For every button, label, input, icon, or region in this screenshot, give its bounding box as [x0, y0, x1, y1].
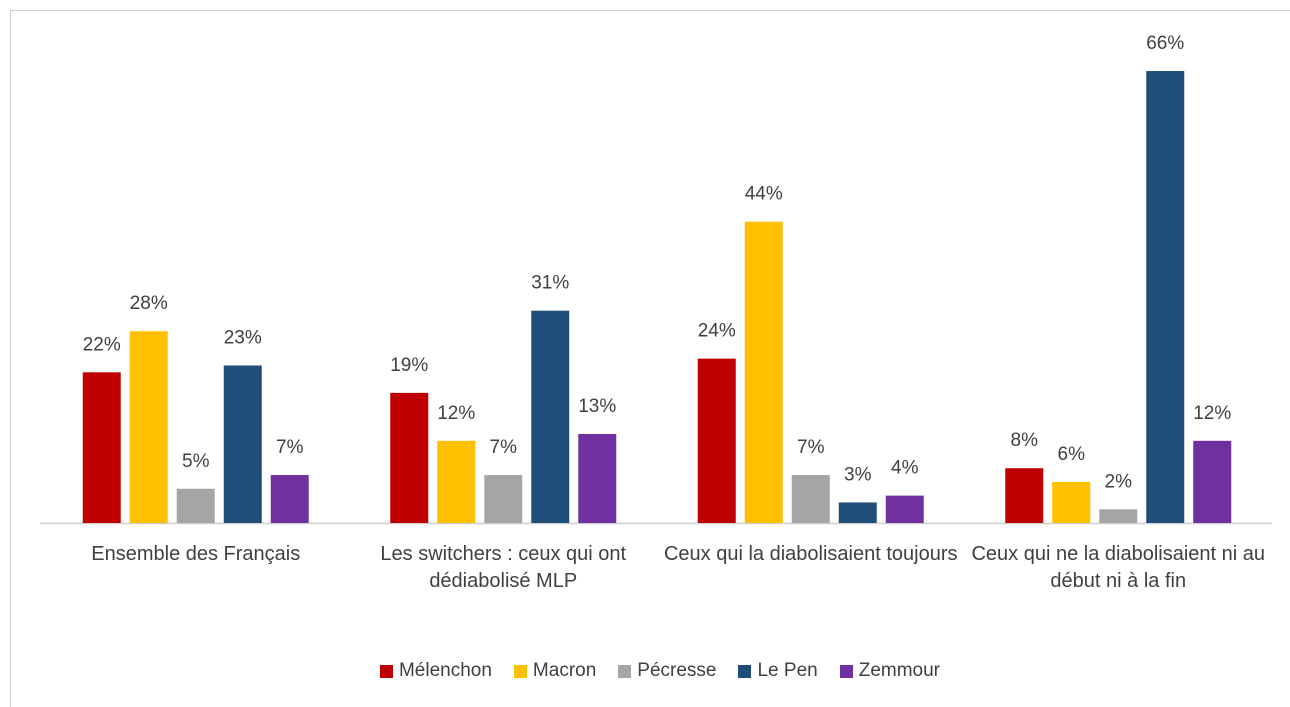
data-label: 22%: [83, 334, 121, 355]
bar: [1193, 440, 1232, 523]
legend-item: Le Pen: [738, 660, 818, 682]
legend-swatch: [513, 664, 527, 678]
bar: [1052, 481, 1091, 523]
x-tick-label: Ceux qui ne la diabolisaient ni au début…: [971, 543, 1266, 592]
legend: Mélenchon Macron Pécresse Le Pen Zemmour: [0, 660, 1290, 682]
bar: [838, 502, 877, 523]
data-label: 23%: [224, 327, 262, 348]
legend-swatch: [738, 664, 752, 678]
data-label: 44%: [745, 184, 783, 205]
data-label: 66%: [1146, 33, 1184, 54]
x-tick-label: Les switchers : ceux qui ont dédiabolisé…: [380, 543, 627, 592]
data-label: 5%: [182, 451, 210, 472]
bar: [1099, 509, 1138, 523]
legend-swatch: [379, 664, 393, 678]
data-label: 2%: [1105, 471, 1133, 492]
legend-swatch: [618, 664, 632, 678]
bar: [531, 310, 570, 523]
legend-item: Macron: [513, 660, 597, 682]
legend-item: Mélenchon: [379, 660, 492, 682]
bar: [697, 358, 736, 523]
data-label: 12%: [1193, 403, 1231, 424]
data-label: 13%: [578, 396, 616, 417]
data-label: 12%: [437, 403, 475, 424]
bar: [1005, 468, 1044, 523]
legend-label: Pécresse: [637, 660, 717, 681]
data-label: 24%: [698, 321, 736, 342]
bar: [1146, 71, 1185, 523]
legend-label: Macron: [532, 660, 597, 681]
bar: [578, 433, 617, 523]
bar: [437, 440, 476, 523]
data-label: 7%: [797, 437, 825, 458]
legend-label: Le Pen: [757, 660, 818, 681]
x-tick-label: Ensemble des Français: [91, 543, 301, 565]
data-label: 19%: [390, 355, 428, 376]
data-label: 28%: [130, 293, 168, 314]
legend-item: Pécresse: [618, 660, 716, 682]
bar: [223, 365, 262, 523]
bar: [885, 495, 924, 523]
bar: [791, 475, 830, 523]
chart-frame: [10, 10, 1290, 707]
data-label: 8%: [1011, 430, 1039, 451]
bar: [129, 331, 168, 523]
legend-swatch: [839, 664, 853, 678]
data-label: 4%: [891, 458, 919, 479]
data-label: 7%: [276, 437, 304, 458]
legend-item: Zemmour: [839, 660, 941, 682]
data-label: 3%: [844, 464, 872, 485]
bar: [390, 392, 429, 523]
data-label: 6%: [1058, 444, 1086, 465]
bar: [82, 372, 121, 523]
bar: [270, 475, 309, 523]
data-label: 31%: [531, 273, 569, 294]
bar: [484, 475, 523, 523]
data-label: 7%: [490, 437, 518, 458]
legend-label: Zemmour: [858, 660, 941, 681]
x-tick-label: Ceux qui la diabolisaient toujours: [663, 543, 958, 565]
legend-label: Mélenchon: [398, 660, 492, 681]
bar: [744, 221, 783, 523]
bar: [176, 488, 215, 523]
